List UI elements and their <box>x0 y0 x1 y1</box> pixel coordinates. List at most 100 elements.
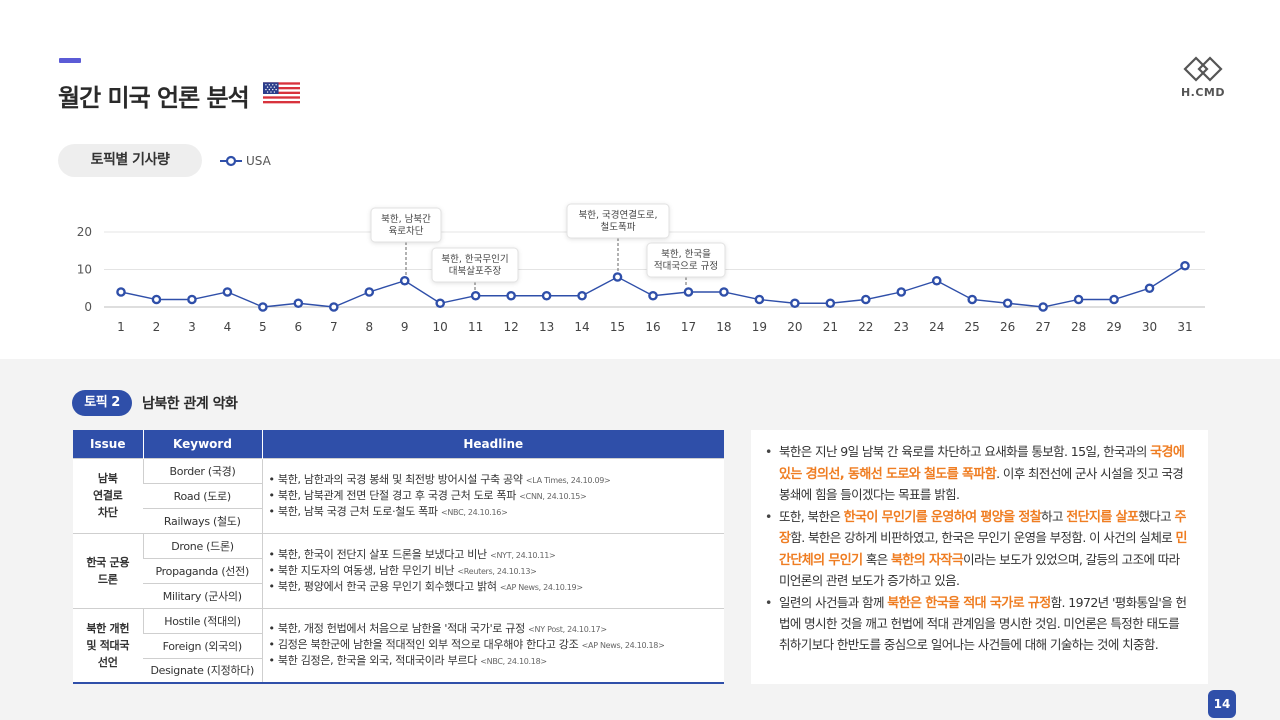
x-tick-label: 13 <box>539 320 554 334</box>
keyword-cell: Military (군사의) <box>143 582 262 608</box>
x-tick-label: 1 <box>117 320 125 334</box>
data-point <box>1002 298 1013 309</box>
x-tick-label: 4 <box>224 320 232 334</box>
data-point <box>293 298 304 309</box>
data-point <box>612 272 623 282</box>
data-point <box>1038 302 1048 312</box>
headline-item: 북한, 남북관계 전면 단절 경고 후 국경 근처 도로 폭파 <CNN, 24… <box>269 488 725 504</box>
annotation-box <box>370 207 442 243</box>
x-tick-label: 17 <box>681 320 696 334</box>
table-row: Military (군사의) <box>73 582 724 608</box>
data-point <box>931 275 942 286</box>
issue-cell: 한국 군용 드론 <box>73 532 143 608</box>
x-tick-label: 22 <box>858 320 873 334</box>
headline-item: 북한 지도자의 여동생, 남한 무인기 비난 <Reuters, 24.10.1… <box>269 563 725 579</box>
x-tick-label: 25 <box>965 320 980 334</box>
data-point <box>435 298 446 309</box>
keyword-cell: Foreign (외국의) <box>143 632 262 658</box>
data-point <box>222 287 233 297</box>
summary-paragraph: 일련의 사건들과 함께 북한은 한국을 적대 국가로 규정함. 1972년 '평… <box>765 593 1190 656</box>
y-tick-label: 10 <box>77 263 92 277</box>
x-tick-label: 26 <box>1000 320 1015 334</box>
data-point <box>116 287 126 297</box>
x-tick-label: 20 <box>787 320 802 334</box>
summary-box: 북한은 지난 9일 남북 간 육로를 차단하고 요새화를 통보함. 15일, 한… <box>751 430 1208 684</box>
data-point <box>577 290 587 301</box>
keyword-cell: Drone (드론) <box>142 532 262 558</box>
headline-item: 북한, 평양에서 한국 군용 무인기 회수했다고 밝혀 <AP News, 24… <box>269 579 725 595</box>
annotation-box <box>646 242 726 278</box>
data-point <box>1180 260 1190 271</box>
data-point <box>328 302 339 312</box>
table-row: Road (도로) <box>73 482 724 508</box>
us-flag-icon <box>263 82 300 106</box>
headline-cell: 북한, 남한과의 국경 봉쇄 및 최전방 방어시설 구축 공약 <LA Time… <box>261 457 725 533</box>
headline-item: 북한, 개정 헌법에서 처음으로 남한을 '적대 국가'로 규정 <NY Pos… <box>269 621 725 637</box>
annotation-box <box>566 203 670 239</box>
data-point <box>151 294 162 305</box>
x-tick-label: 6 <box>295 320 303 334</box>
data-point <box>825 298 836 309</box>
header-headline: Headline <box>261 430 724 458</box>
data-point <box>187 294 197 305</box>
data-point <box>470 290 481 301</box>
hcmd-logo-icon <box>1183 56 1223 82</box>
x-tick-label: 31 <box>1177 320 1192 334</box>
y-tick-label: 20 <box>77 225 92 239</box>
header-keyword: Keyword <box>142 430 262 458</box>
x-tick-label: 29 <box>1106 320 1121 334</box>
table-row: Propaganda (선전) <box>73 557 724 583</box>
table-row: Railways (철도) <box>73 507 724 533</box>
data-point <box>541 290 552 301</box>
keyword-cell: Designate (지정하다) <box>143 657 262 683</box>
data-point <box>1144 283 1155 294</box>
x-tick-label: 21 <box>823 320 838 334</box>
x-tick-label: 18 <box>716 320 731 334</box>
x-tick-label: 28 <box>1071 320 1086 334</box>
headline-item: 김정은 북한군에 남한을 적대적인 외부 적으로 대우해야 한다고 강조 <AP… <box>269 637 725 653</box>
x-tick-label: 5 <box>259 320 267 334</box>
data-point <box>790 298 800 309</box>
data-point <box>648 290 658 301</box>
keyword-cell: Border (국경) <box>142 457 262 483</box>
data-point <box>399 275 410 286</box>
headline-cell: 북한, 한국이 전단지 살포 드론을 보냈다고 비난 <NYT, 24.10.1… <box>261 532 725 608</box>
topic-title: 남북한 관계 악화 <box>142 396 238 412</box>
data-point <box>719 287 729 297</box>
data-point <box>896 287 907 297</box>
x-tick-label: 9 <box>401 320 409 334</box>
x-tick-label: 11 <box>468 320 483 334</box>
data-point <box>1073 294 1084 305</box>
page-title: 월간 미국 언론 분석 <box>58 84 250 112</box>
data-point <box>861 294 871 305</box>
keyword-cell: Propaganda (선전) <box>143 557 262 583</box>
annotation-label: 철도폭파 <box>601 222 636 233</box>
annotation-label: 북한, 남북간 <box>381 214 431 225</box>
headline-cell: 북한, 개정 헌법에서 처음으로 남한을 '적대 국가'로 규정 <NY Pos… <box>261 607 725 683</box>
summary-paragraph: 또한, 북한은 한국이 무인기를 운영하여 평양을 정찰하고 전단지를 살포했다… <box>765 507 1190 592</box>
table-row: Designate (지정하다) <box>73 657 724 683</box>
topic-badge: 토픽 2 <box>72 390 132 416</box>
x-tick-label: 7 <box>330 320 338 334</box>
headline-item: 북한, 한국이 전단지 살포 드론을 보냈다고 비난 <NYT, 24.10.1… <box>269 547 725 563</box>
header-issue: Issue <box>73 430 143 458</box>
issue-table: Issue Keyword Headline 남북 연결로 차단 Border (국… <box>73 430 724 684</box>
issue-cell: 북한 개헌 및 적대국 선언 <box>73 607 143 683</box>
data-point <box>506 290 516 301</box>
data-point <box>683 287 694 297</box>
legend-label: USA <box>246 154 271 168</box>
x-tick-label: 8 <box>365 320 373 334</box>
keyword-cell: Hostile (적대의) <box>142 607 262 633</box>
x-tick-label: 27 <box>1035 320 1050 334</box>
annotation-label: 적대국으로 규정 <box>654 260 718 272</box>
logo-text: H.CMD <box>1180 86 1226 99</box>
x-tick-label: 15 <box>610 320 625 334</box>
title-accent-bar <box>59 58 81 63</box>
data-point <box>364 287 375 297</box>
data-point <box>1109 294 1119 305</box>
issue-cell: 남북 연결로 차단 <box>73 457 143 533</box>
page-number: 14 <box>1208 690 1236 718</box>
